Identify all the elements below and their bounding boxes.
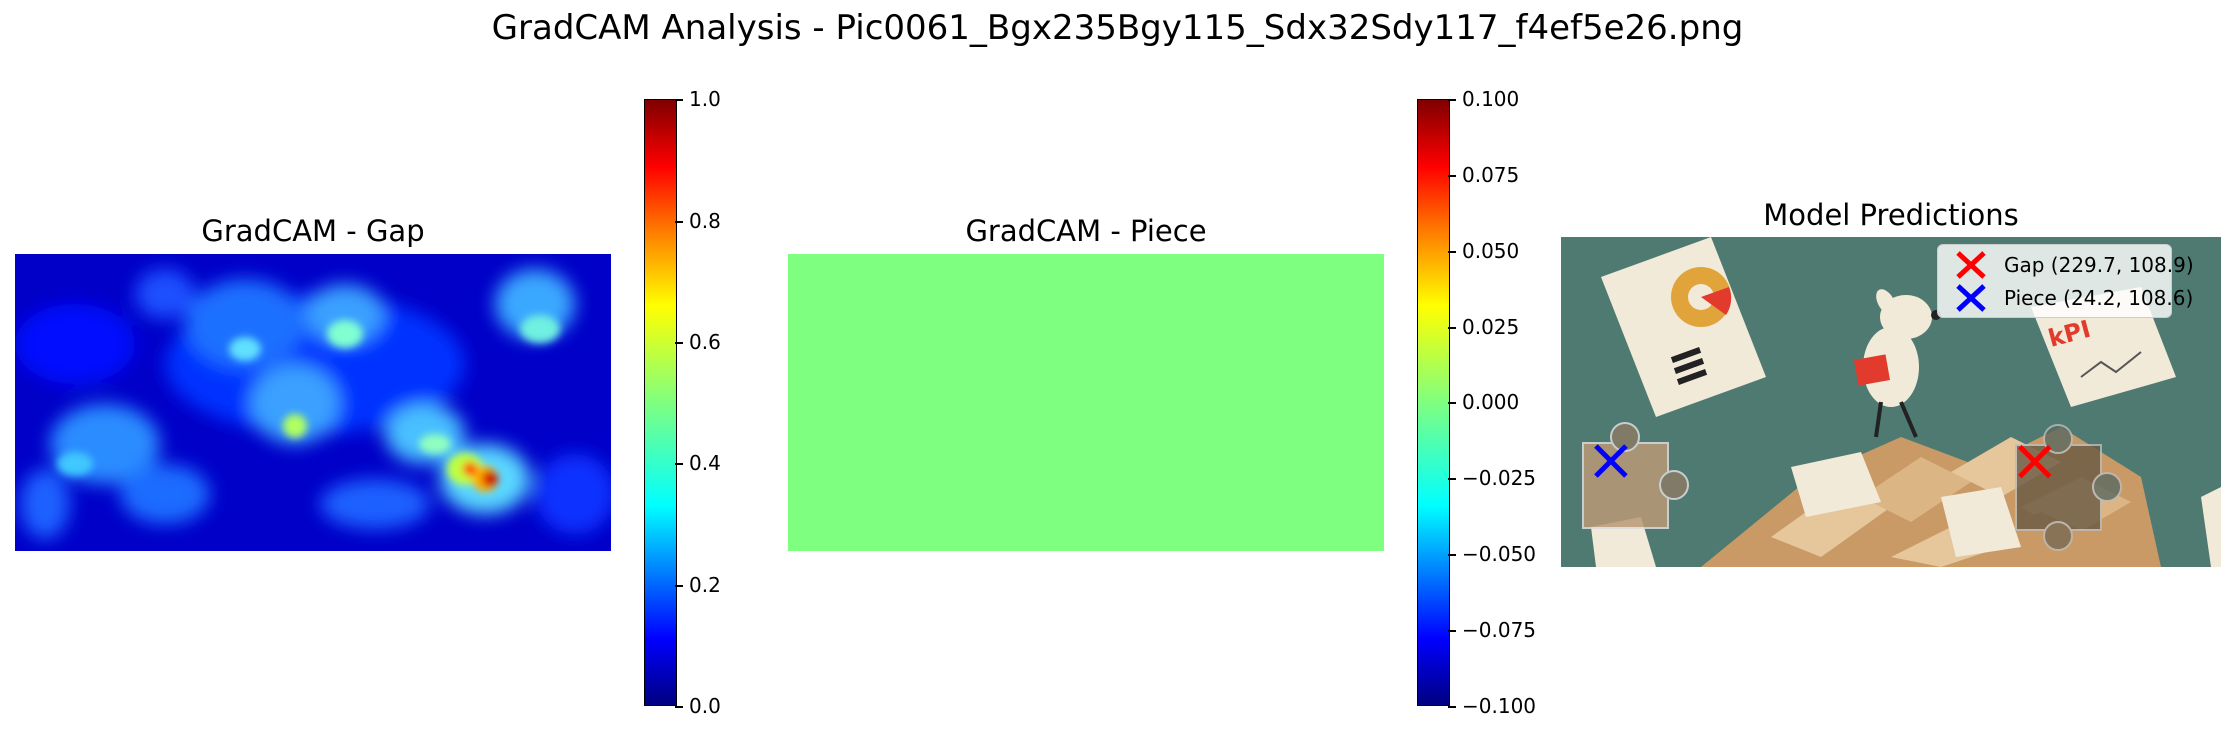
predictions-title: Model Predictions [1763, 198, 2019, 232]
gap-colorbar-tick: 0.6 [675, 330, 721, 354]
gap-colorbar-tick: 1.0 [675, 87, 721, 111]
gap-colorbar [644, 99, 677, 706]
piece-colorbar-tick: −0.050 [1447, 542, 1537, 566]
piece-colorbar-tick: 0.100 [1447, 87, 1520, 111]
gap-colorbar-tick: 0.0 [675, 694, 721, 718]
piece-colorbar-tick: −0.075 [1447, 618, 1537, 642]
legend-entry-gap: Gap (229.7, 108.9) [1938, 247, 2194, 281]
predictions-illustration: kPI [1561, 237, 2221, 567]
piece-colorbar-tick: −0.100 [1447, 694, 1537, 718]
predictions-image: kPI [1561, 237, 2221, 567]
red-x-marker-icon [1956, 251, 1986, 279]
paper [1791, 452, 1881, 517]
gap-colorbar-tick: 0.8 [675, 209, 721, 233]
report-paper [1601, 237, 1766, 417]
gap-colorbar-tick: 0.2 [675, 573, 721, 597]
paper [1591, 517, 1656, 567]
legend: Gap (229.7, 108.9) Piece (24.2, 108.6) [1937, 244, 2194, 318]
piece-heatmap-title: GradCAM - Piece [965, 214, 1207, 248]
piece-colorbar-tick: 0.075 [1447, 163, 1520, 187]
legend-entry-piece: Piece (24.2, 108.6) [1938, 280, 2193, 314]
figure-title: GradCAM Analysis - Pic0061_Bgx235Bgy115_… [491, 8, 1744, 48]
piece-colorbar-tick: 0.050 [1447, 239, 1520, 263]
jigsaw-piece-piece [1582, 422, 1689, 529]
gap-heatmap-title: GradCAM - Gap [201, 214, 425, 248]
piece-prediction-marker [1594, 444, 1628, 478]
piece-heatmap [788, 254, 1384, 551]
legend-label-piece: Piece (24.2, 108.6) [2004, 286, 2194, 310]
gap-colorbar-tick: 0.4 [675, 451, 721, 475]
legend-label-gap: Gap (229.7, 108.9) [2004, 253, 2194, 277]
blue-x-marker-icon [1956, 284, 1986, 312]
character [1853, 289, 1941, 438]
gap-prediction-marker [2017, 444, 2052, 479]
gap-heatmap-image [15, 269, 611, 539]
piece-colorbar-tick: −0.025 [1447, 466, 1537, 490]
piece-colorbar [1417, 99, 1450, 706]
gap-heatmap [15, 254, 611, 551]
paper [1941, 487, 2021, 557]
piece-colorbar-tick: 0.025 [1447, 315, 1520, 339]
piece-colorbar-tick: 0.000 [1447, 390, 1520, 414]
